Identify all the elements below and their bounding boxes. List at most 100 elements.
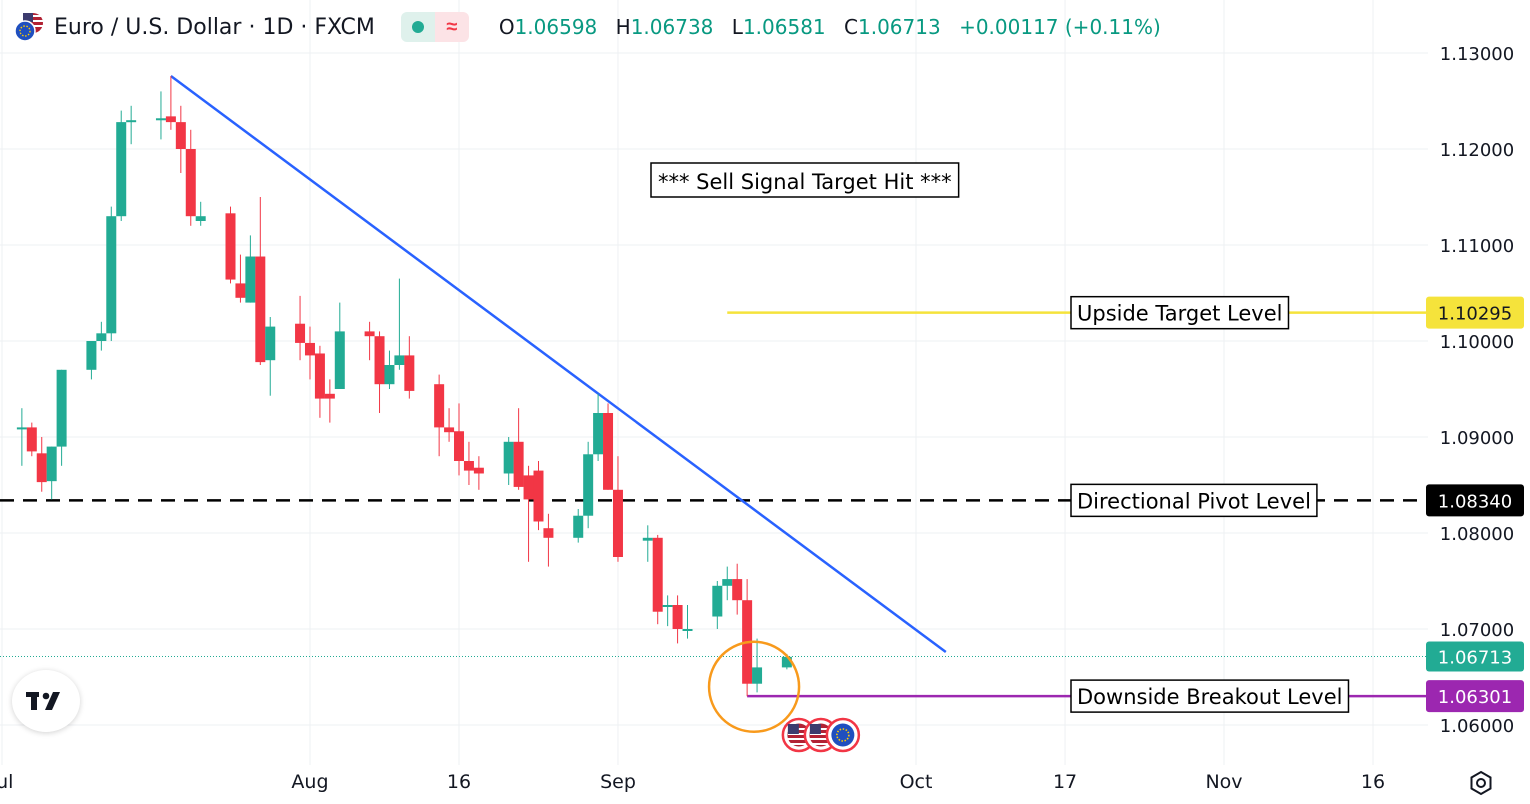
level-labels[interactable]: Upside Target Level Directional Pivot Lev… xyxy=(1070,295,1350,713)
flag-stars xyxy=(836,728,850,742)
candle xyxy=(295,295,306,361)
candle-body xyxy=(46,446,57,482)
candle-body xyxy=(106,216,117,334)
candle xyxy=(225,206,236,284)
y-tick-label: 1.07000 xyxy=(1440,620,1514,641)
flag-stripe xyxy=(787,738,810,740)
badge-bg xyxy=(1426,484,1524,517)
economic-events[interactable] xyxy=(781,717,861,753)
candle-body xyxy=(126,120,137,123)
candle xyxy=(603,403,614,490)
candle-body xyxy=(304,342,315,356)
candle xyxy=(374,331,385,413)
upside_target-label-text: Upside Target Level xyxy=(1077,302,1282,326)
candle-body xyxy=(255,256,266,363)
candle xyxy=(106,206,117,341)
candle-body xyxy=(781,656,792,668)
pivot-label[interactable]: Directional Pivot Level xyxy=(1070,483,1318,518)
x-tick-label: Nov xyxy=(1205,771,1242,793)
last-price-badge[interactable]: 1.06713 xyxy=(1426,641,1524,672)
close-label: C xyxy=(844,15,858,39)
candle xyxy=(682,605,693,639)
candle-body xyxy=(593,413,604,455)
candle xyxy=(116,110,127,221)
candle-body xyxy=(334,331,345,389)
candle xyxy=(583,441,594,529)
candle-body xyxy=(463,461,474,471)
candle xyxy=(463,441,474,485)
candle-body xyxy=(175,122,186,149)
pivot-label-text: Directional Pivot Level xyxy=(1077,489,1311,513)
badge-bg xyxy=(1426,296,1524,329)
highlight-circle xyxy=(707,640,801,734)
price-axis[interactable]: 1.10295 1.08340 1.06301 1.13000 1.12000 1.110… xyxy=(1426,44,1524,737)
trendline-group[interactable] xyxy=(170,75,947,654)
candle xyxy=(523,465,534,562)
chart-settings-icon[interactable] xyxy=(1466,768,1496,798)
candle xyxy=(364,321,375,361)
y-tick-label: 1.11000 xyxy=(1440,236,1514,257)
candle xyxy=(662,595,673,627)
tradingview-logo-icon[interactable] xyxy=(12,670,80,732)
x-tick-label: 16 xyxy=(1361,771,1385,793)
flag-fill xyxy=(831,723,855,747)
upside_target-price-badge[interactable]: 1.10295 xyxy=(1426,296,1524,329)
candle xyxy=(712,581,723,629)
annotation-box[interactable]: *** Sell Signal Target Hit *** xyxy=(650,162,960,198)
close-value: 1.06713 xyxy=(857,15,941,39)
trendline[interactable] xyxy=(170,75,947,654)
flag-stripe xyxy=(787,743,810,745)
candle xyxy=(513,408,524,490)
badge-text: 1.08340 xyxy=(1438,491,1512,512)
symbol-title[interactable]: Euro / U.S. Dollar · 1D · FXCM xyxy=(54,14,375,40)
candle-body xyxy=(225,213,236,280)
flag-stripe xyxy=(809,743,832,745)
flag-stripe xyxy=(809,738,832,740)
high-value: 1.06738 xyxy=(630,15,714,39)
high-label: H xyxy=(615,15,631,39)
candle-body xyxy=(722,579,733,586)
candle-body xyxy=(245,256,256,303)
time-axis[interactable]: Jul Aug 16 Sep Oct 17 Nov 16 xyxy=(0,771,1385,793)
status-pill[interactable]: ≈ xyxy=(400,12,469,42)
candle xyxy=(265,317,276,396)
x-tick-label: Sep xyxy=(600,771,636,793)
market-open-icon[interactable] xyxy=(400,12,435,42)
candle-body xyxy=(374,336,385,385)
candle-body xyxy=(503,441,514,474)
candle-body xyxy=(583,454,594,516)
breakout-label[interactable]: Downside Breakout Level xyxy=(1070,679,1350,713)
open-label: O xyxy=(498,15,515,39)
candle xyxy=(255,197,266,365)
candle-body xyxy=(533,470,544,522)
candle xyxy=(96,321,107,351)
candle-body xyxy=(662,605,673,607)
badge-text: 1.06713 xyxy=(1438,648,1512,669)
annotation-text: *** Sell Signal Target Hit *** xyxy=(658,170,952,194)
candle-body xyxy=(96,333,107,341)
candle xyxy=(672,595,683,644)
eurusd-flag-icon xyxy=(14,12,44,42)
candle-body xyxy=(642,537,653,541)
candle-body xyxy=(295,323,306,343)
candle-body xyxy=(682,629,693,631)
candle xyxy=(235,254,246,303)
pivot-price-badge[interactable]: 1.08340 xyxy=(1426,484,1524,517)
data-delay-icon[interactable]: ≈ xyxy=(434,12,469,42)
x-tick-label: 16 xyxy=(447,771,471,793)
low-value: 1.06581 xyxy=(742,15,826,39)
candle-body xyxy=(543,528,554,538)
candle-body xyxy=(314,353,325,399)
candle-body xyxy=(86,341,97,370)
candle-body xyxy=(324,393,335,399)
candle-body xyxy=(116,122,127,217)
breakout-price-badge[interactable]: 1.06301 xyxy=(1426,680,1524,713)
candle xyxy=(503,437,514,485)
candle-body xyxy=(36,453,47,483)
upside_target-label[interactable]: Upside Target Level xyxy=(1070,295,1290,330)
candle xyxy=(195,201,206,226)
candle xyxy=(593,393,604,461)
breakout-label-box xyxy=(1070,679,1350,713)
eu-event-icon[interactable] xyxy=(825,717,861,753)
